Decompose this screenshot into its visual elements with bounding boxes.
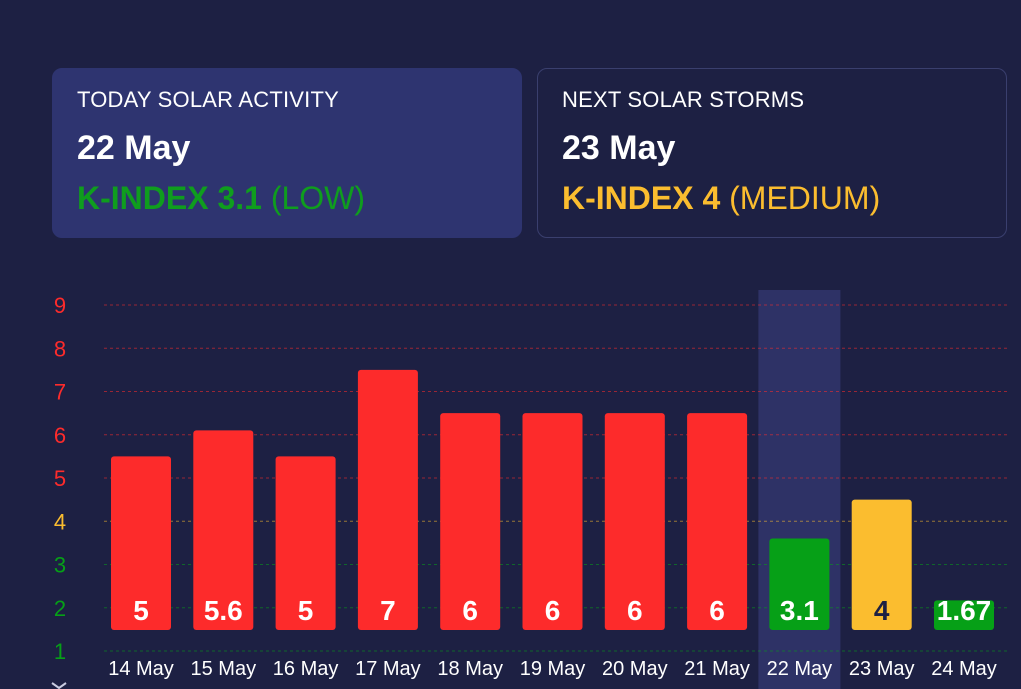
bar [604, 413, 665, 630]
bar [357, 369, 418, 630]
bar-value-label: 6 [462, 595, 478, 626]
today-kindex-line: K-INDEX 3.1 (LOW) [77, 180, 497, 217]
x-tick-label: 21 May [684, 658, 750, 680]
y-tick-label: 9 [54, 293, 66, 318]
bar-value-label: 5 [298, 595, 314, 626]
y-tick-label: 1 [54, 639, 66, 664]
next-storms-card: NEXT SOLAR STORMS 23 May K-INDEX 4 (MEDI… [537, 68, 1007, 238]
next-date: 23 May [562, 129, 676, 167]
bar [193, 430, 254, 630]
x-tick-label: 24 May [931, 658, 997, 680]
bar [440, 413, 501, 630]
x-tick-label: 23 May [849, 658, 915, 680]
today-level: (LOW) [270, 180, 366, 216]
today-heading: TODAY SOLAR ACTIVITY [77, 87, 339, 112]
x-tick-label: 15 May [191, 658, 257, 680]
bar-value-label: 7 [380, 595, 396, 626]
y-tick-label: 4 [54, 509, 66, 534]
y-tick-label: 3 [54, 553, 66, 578]
y-tick-label: 6 [54, 423, 66, 448]
bar [275, 456, 336, 630]
y-tick-label: 7 [54, 380, 66, 405]
bar-value-label: 6 [545, 595, 561, 626]
x-tick-label: 16 May [273, 658, 339, 680]
bar-value-label: 6 [709, 595, 725, 626]
y-tick-label: 5 [54, 466, 66, 491]
y-tick-label: 8 [54, 336, 66, 361]
today-date: 22 May [77, 129, 191, 167]
bar-value-label: 5 [133, 595, 149, 626]
next-level: (MEDIUM) [729, 180, 881, 216]
bar-value-label: 1.67 [937, 595, 992, 626]
bar-value-label: 3.1 [780, 595, 819, 626]
chevron-down-icon [51, 682, 67, 689]
x-tick-label: 19 May [520, 658, 586, 680]
bar [522, 413, 583, 630]
bar-value-label: 5.6 [204, 595, 243, 626]
x-tick-label: 14 May [108, 658, 174, 680]
today-activity-card: TODAY SOLAR ACTIVITY 22 May K-INDEX 3.1 … [52, 68, 522, 238]
bar [687, 413, 748, 630]
bar [769, 538, 830, 630]
x-tick-label: 20 May [602, 658, 668, 680]
next-heading: NEXT SOLAR STORMS [562, 87, 805, 112]
bar [111, 456, 171, 630]
bar [934, 600, 994, 630]
x-tick-label: 22 May [767, 658, 833, 680]
bar-value-label: 4 [874, 595, 890, 626]
y-tick-label: 2 [54, 596, 66, 621]
x-tick-label: 18 May [437, 658, 503, 680]
bar-value-label: 6 [627, 595, 643, 626]
next-kindex-line: K-INDEX 4 (MEDIUM) [562, 180, 982, 217]
x-tick-label: 17 May [355, 658, 421, 680]
today-kindex-value: K-INDEX 3.1 [77, 180, 262, 216]
next-kindex-value: K-INDEX 4 [562, 180, 721, 216]
bar [851, 499, 912, 630]
